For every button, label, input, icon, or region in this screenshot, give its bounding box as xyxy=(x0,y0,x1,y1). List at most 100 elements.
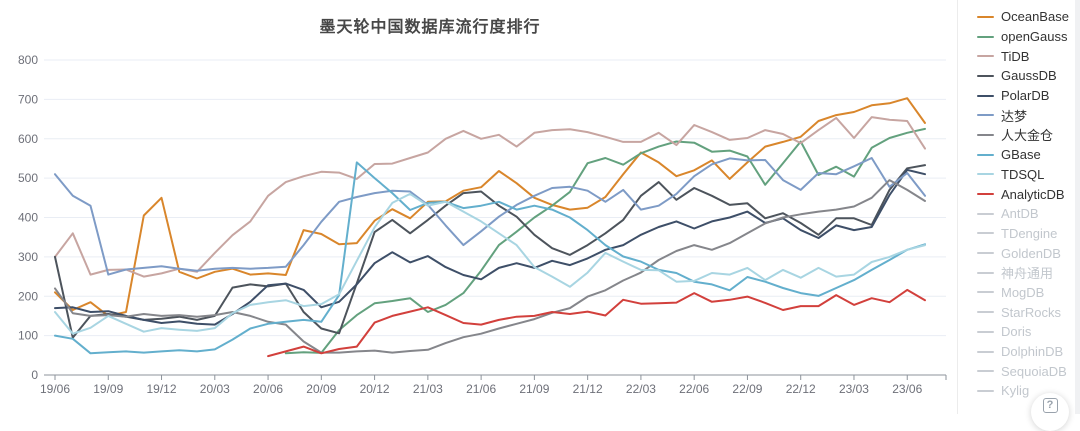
legend-label: openGauss xyxy=(1001,29,1068,45)
series-line-GBase xyxy=(54,161,926,355)
x-axis-label: 20/03 xyxy=(200,382,230,396)
series-line-PolarDB xyxy=(54,168,926,326)
x-axis-label: 20/06 xyxy=(253,382,283,396)
legend-label: 神舟通用 xyxy=(1001,266,1054,282)
legend-swatch-icon xyxy=(977,133,994,136)
y-axis-label: 600 xyxy=(18,132,38,146)
x-axis-label: 21/09 xyxy=(519,382,549,396)
legend-swatch-icon xyxy=(977,173,994,176)
legend: OceanBase openGauss TiDB GaussDB PolarDB 达梦人大… xyxy=(977,7,1077,401)
legend-item-StarRocks[interactable]: StarRocks xyxy=(977,302,1077,322)
legend-swatch-icon xyxy=(977,271,994,274)
legend-label: SequoiaDB xyxy=(1001,363,1067,379)
series-line-GaussDB xyxy=(54,164,926,339)
legend-swatch-icon xyxy=(977,94,994,97)
legend-swatch-icon xyxy=(977,232,994,235)
legend-label: AntDB xyxy=(1001,206,1039,222)
x-axis-label: 21/06 xyxy=(466,382,496,396)
x-axis-label: 22/06 xyxy=(679,382,709,396)
legend-item-AnalyticDB[interactable]: AnalyticDB xyxy=(977,184,1077,204)
legend-item-Doris[interactable]: Doris xyxy=(977,322,1077,342)
y-axis-label: 700 xyxy=(18,92,38,106)
legend-swatch-icon xyxy=(977,74,994,77)
series-line-OceanBase xyxy=(54,97,926,317)
x-axis-label: 20/12 xyxy=(360,382,390,396)
legend-swatch-icon xyxy=(977,153,994,156)
legend-swatch-icon xyxy=(977,291,994,294)
x-axis-label: 22/03 xyxy=(626,382,656,396)
help-icon: ? xyxy=(1042,397,1058,413)
legend-label: Kylig xyxy=(1001,383,1030,399)
legend-item-GoldenDB[interactable]: GoldenDB xyxy=(977,243,1077,263)
legend-swatch-icon xyxy=(977,350,994,353)
y-axis-label: 800 xyxy=(18,53,38,67)
legend-item-TDengine[interactable]: TDengine xyxy=(977,224,1077,244)
legend-swatch-icon xyxy=(977,389,994,392)
line-chart-plot: 0 100 200 300 400 500 600 700 800 19/06 19/09 19/12… xyxy=(18,53,947,396)
y-axis-label: 0 xyxy=(31,368,38,382)
x-axis-label: 19/12 xyxy=(147,382,177,396)
x-axis-label: 22/12 xyxy=(786,382,816,396)
legend-item-GaussDB[interactable]: GaussDB xyxy=(977,66,1077,86)
y-axis-label: 100 xyxy=(18,329,38,343)
legend-swatch-icon xyxy=(977,212,994,215)
legend-swatch-icon xyxy=(977,55,994,58)
legend-label: GoldenDB xyxy=(1001,245,1061,261)
legend-item-GBase[interactable]: GBase xyxy=(977,145,1077,165)
legend-item-TiDB[interactable]: TiDB xyxy=(977,46,1077,66)
legend-label: 达梦 xyxy=(1001,108,1028,124)
panel-divider xyxy=(957,0,958,414)
x-axis-label: 21/12 xyxy=(573,382,603,396)
legend-label: Doris xyxy=(1001,324,1032,340)
legend-item-PolarDB[interactable]: PolarDB xyxy=(977,86,1077,106)
legend-swatch-icon xyxy=(977,311,994,314)
y-axis-label: 300 xyxy=(18,250,38,264)
series-line-TiDB xyxy=(54,116,926,278)
legend-label: MogDB xyxy=(1001,284,1045,300)
legend-swatch-icon xyxy=(977,193,994,196)
x-axis-label: 23/03 xyxy=(839,382,869,396)
legend-item-人大金仓[interactable]: 人大金仓 xyxy=(977,125,1077,145)
legend-item-神舟通用[interactable]: 神舟通用 xyxy=(977,263,1077,283)
y-axis-label: 200 xyxy=(18,289,38,303)
legend-label: TDSQL xyxy=(1001,166,1045,182)
legend-label: StarRocks xyxy=(1001,304,1061,320)
x-axis-label: 21/03 xyxy=(413,382,443,396)
legend-label: GaussDB xyxy=(1001,68,1057,84)
legend-label: PolarDB xyxy=(1001,88,1050,104)
legend-label: 人大金仓 xyxy=(1001,128,1054,144)
legend-item-OceanBase[interactable]: OceanBase xyxy=(977,7,1077,27)
legend-item-AntDB[interactable]: AntDB xyxy=(977,204,1077,224)
legend-label: TiDB xyxy=(1001,48,1030,64)
x-axis-label: 23/06 xyxy=(892,382,922,396)
legend-swatch-icon xyxy=(977,370,994,373)
legend-label: OceanBase xyxy=(1001,9,1069,25)
legend-label: GBase xyxy=(1001,147,1041,163)
legend-item-SequoiaDB[interactable]: SequoiaDB xyxy=(977,361,1077,381)
legend-item-DolphinDB[interactable]: DolphinDB xyxy=(977,342,1077,362)
y-axis-label: 400 xyxy=(18,211,38,225)
series-line-openGauss xyxy=(284,127,926,355)
legend-item-Kylig[interactable]: Kylig xyxy=(977,381,1077,401)
scrollbar[interactable] xyxy=(1075,0,1080,414)
x-axis-label: 19/06 xyxy=(40,382,70,396)
legend-label: TDengine xyxy=(1001,225,1058,241)
series-line-达梦 xyxy=(54,157,926,276)
x-axis-label: 20/09 xyxy=(306,382,336,396)
chart-title: 墨天轮中国数据库流行度排行 xyxy=(319,19,541,36)
legend-swatch-icon xyxy=(977,15,994,18)
series-line-AnalyticDB xyxy=(267,288,926,358)
series-line-人大金仓 xyxy=(54,179,926,354)
legend-label: AnalyticDB xyxy=(1001,186,1065,202)
legend-swatch-icon xyxy=(977,35,994,38)
y-axis-label: 500 xyxy=(18,171,38,185)
legend-swatch-icon xyxy=(977,252,994,255)
x-axis-label: 19/09 xyxy=(93,382,123,396)
legend-item-MogDB[interactable]: MogDB xyxy=(977,283,1077,303)
help-button[interactable]: ? xyxy=(1031,393,1069,431)
legend-item-TDSQL[interactable]: TDSQL xyxy=(977,165,1077,185)
legend-swatch-icon xyxy=(977,114,994,117)
series-line-TDSQL xyxy=(54,192,926,335)
legend-item-openGauss[interactable]: openGauss xyxy=(977,27,1077,47)
legend-item-达梦[interactable]: 达梦 xyxy=(977,105,1077,125)
